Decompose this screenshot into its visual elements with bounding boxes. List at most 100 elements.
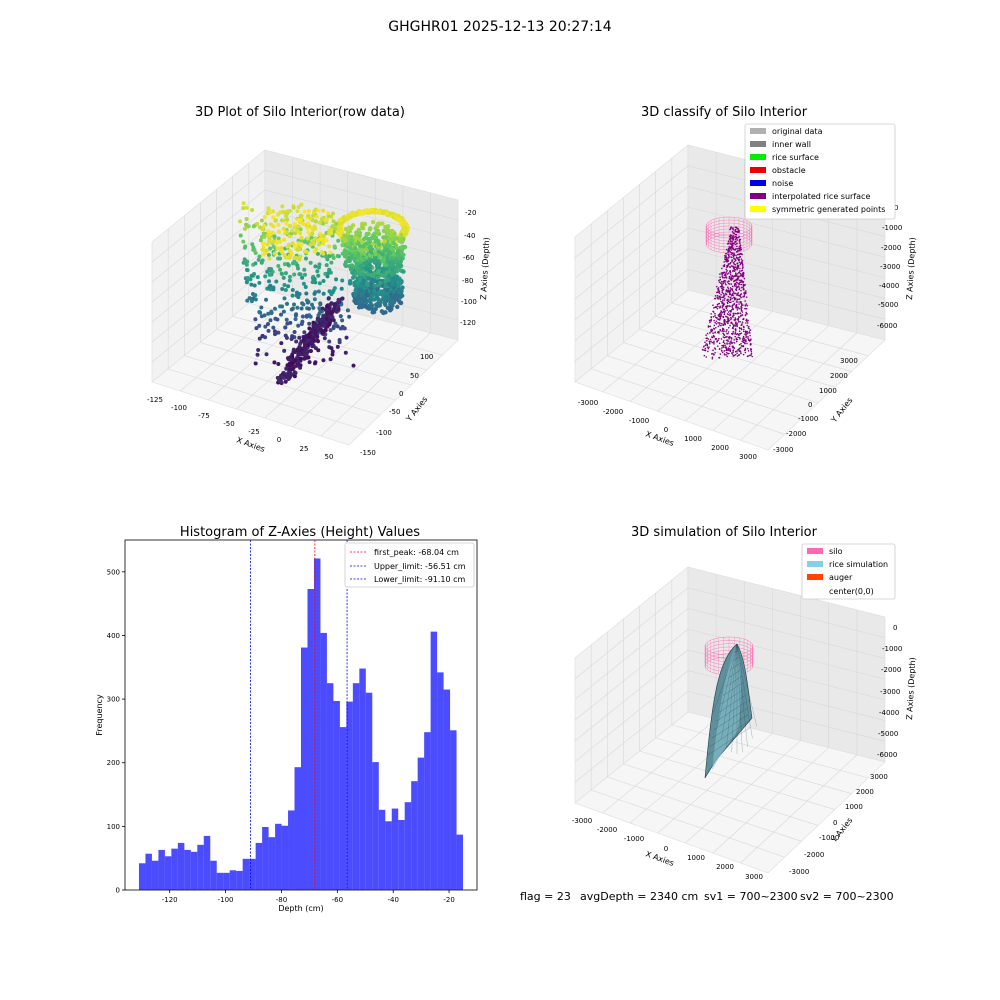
interpolated-point xyxy=(742,335,745,338)
interpolated-point xyxy=(705,334,707,336)
simulation-3d-xlabel: X Axies xyxy=(644,849,675,868)
interpolated-point xyxy=(733,260,736,263)
data-point xyxy=(280,286,285,291)
histogram-bar xyxy=(339,727,347,890)
interpolated-point xyxy=(719,311,722,314)
interpolated-point xyxy=(724,297,726,300)
data-point xyxy=(299,322,304,327)
z-tick: -4000 xyxy=(879,282,899,290)
data-point xyxy=(321,251,326,256)
legend-swatch xyxy=(750,128,766,134)
histogram-bar xyxy=(268,837,276,890)
x-tick-label: -40 xyxy=(387,896,398,904)
interpolated-point xyxy=(733,314,735,316)
legend-swatch xyxy=(750,193,766,199)
interpolated-point xyxy=(729,242,732,245)
interpolated-point xyxy=(718,313,721,316)
data-point xyxy=(363,247,369,252)
grid-line xyxy=(574,690,886,783)
data-point xyxy=(267,268,272,273)
data-point xyxy=(309,235,314,240)
interpolated-point xyxy=(747,347,749,350)
data-point xyxy=(306,221,311,226)
interpolated-point xyxy=(739,275,741,277)
interpolated-point xyxy=(734,259,737,262)
interpolated-point xyxy=(736,338,739,341)
interpolated-point xyxy=(732,291,735,293)
interpolated-point xyxy=(729,343,732,345)
data-point xyxy=(330,349,335,354)
interpolated-point xyxy=(711,329,714,331)
data-point xyxy=(382,262,388,268)
data-point xyxy=(317,306,322,311)
interpolated-point xyxy=(721,311,724,314)
interpolated-point xyxy=(724,344,726,347)
interpolated-point xyxy=(726,270,728,272)
data-point xyxy=(324,217,329,222)
data-point xyxy=(381,310,386,316)
data-point xyxy=(392,231,397,237)
interpolated-point xyxy=(741,324,743,326)
data-point xyxy=(387,306,393,311)
data-point xyxy=(287,248,292,253)
box-floor xyxy=(151,289,459,446)
interpolated-point xyxy=(733,253,735,256)
interpolated-point xyxy=(737,271,740,274)
data-point xyxy=(315,269,320,274)
interpolated-point xyxy=(740,289,742,292)
x-tick-label: -100 xyxy=(218,896,234,904)
data-point xyxy=(290,241,295,246)
data-point xyxy=(399,293,404,298)
interpolated-point xyxy=(730,316,732,319)
data-point xyxy=(272,251,277,256)
interpolated-point xyxy=(713,319,715,322)
grid-line xyxy=(740,754,858,864)
interpolated-point xyxy=(726,302,729,305)
interpolated-point xyxy=(717,325,720,328)
interpolated-point xyxy=(727,249,729,252)
data-point xyxy=(307,326,312,331)
interpolated-point xyxy=(710,318,713,321)
interpolated-point xyxy=(712,353,715,356)
interpolated-point xyxy=(723,322,726,325)
data-point xyxy=(299,202,304,207)
data-point xyxy=(296,266,301,271)
interpolated-point xyxy=(720,338,723,340)
data-point xyxy=(278,267,283,272)
data-point xyxy=(383,272,388,277)
data-point xyxy=(369,235,375,240)
interpolated-point xyxy=(748,327,750,330)
interpolated-point xyxy=(729,278,732,281)
data-point xyxy=(332,306,337,311)
interpolated-point xyxy=(736,281,738,284)
rice-mesh-line xyxy=(709,720,750,748)
interpolated-point xyxy=(742,273,745,276)
interpolated-point xyxy=(741,321,744,323)
interpolated-point xyxy=(735,254,737,257)
x-tick: -2000 xyxy=(603,408,623,416)
histogram-bar xyxy=(450,730,457,890)
raw-3d-panel: 3D Plot of Silo Interior(row data) -125 … xyxy=(147,105,491,461)
data-point xyxy=(263,251,268,256)
interpolated-point xyxy=(733,296,736,299)
interpolated-point xyxy=(719,273,721,275)
interpolated-point xyxy=(727,264,729,267)
histogram-bar xyxy=(326,683,334,890)
interpolated-point xyxy=(732,244,734,247)
data-point xyxy=(296,205,301,210)
data-point xyxy=(302,330,307,335)
interpolated-point xyxy=(718,342,721,345)
data-point xyxy=(241,239,246,244)
y-tick-label: 500 xyxy=(107,568,120,576)
data-point xyxy=(379,272,384,278)
legend-label: obstacle xyxy=(772,166,806,175)
data-point xyxy=(311,239,316,244)
data-point xyxy=(315,334,320,339)
histogram-bar xyxy=(151,860,159,890)
data-point xyxy=(275,375,280,380)
interpolated-point xyxy=(734,248,737,251)
interpolated-point xyxy=(727,289,729,292)
interpolated-point xyxy=(741,267,744,270)
interpolated-point xyxy=(736,273,739,275)
histogram-bar xyxy=(288,810,295,890)
